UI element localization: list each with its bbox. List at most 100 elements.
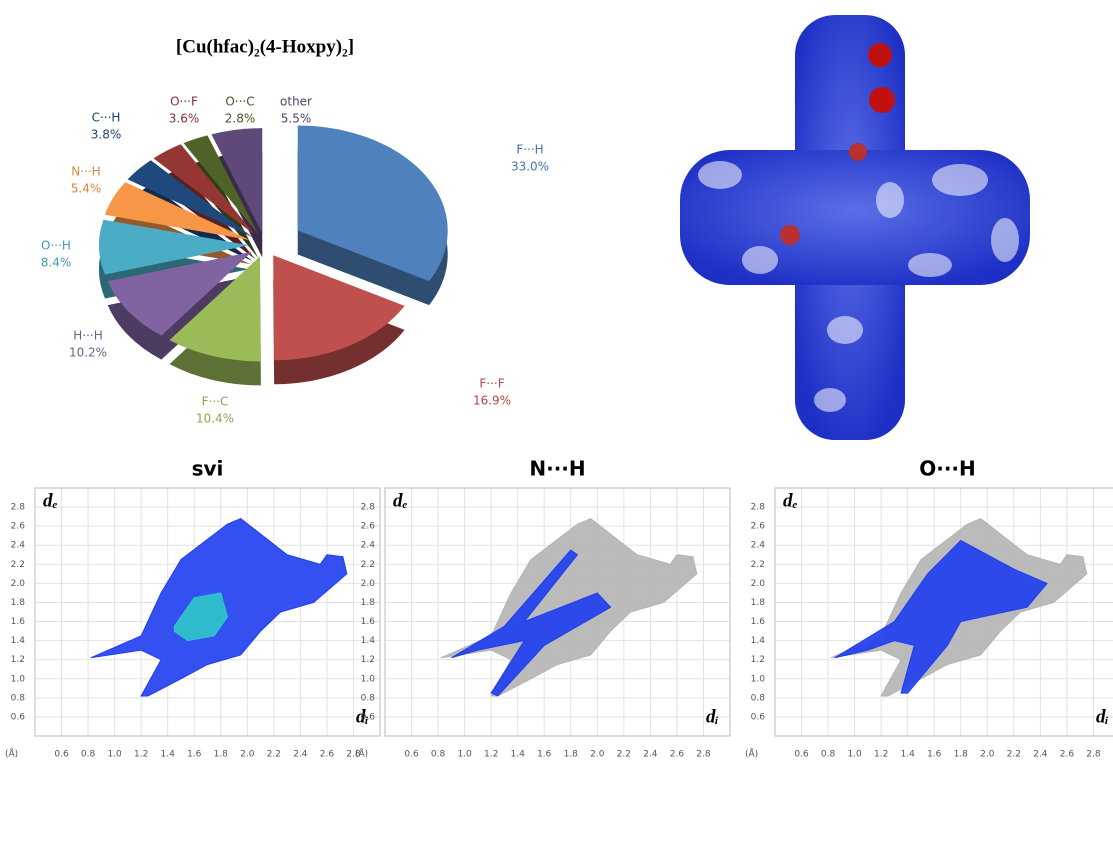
x-tick-label: 1.2 [874, 750, 888, 760]
x-tick-label: 1.6 [927, 750, 942, 760]
plot-frame [34, 487, 381, 737]
x-tick-label: 2.8 [1086, 750, 1101, 760]
y-tick-label: 0.8 [751, 693, 766, 703]
x-tick-label: 2.4 [293, 750, 308, 760]
y-tick-label: 2.8 [11, 503, 26, 513]
slice-value-label: 8.4% [41, 256, 72, 270]
pie-slice [104, 182, 251, 241]
x-tick-label: 2.0 [590, 750, 605, 760]
y-tick-label: 0.8 [361, 693, 376, 703]
y-tick-label: 1.6 [11, 617, 26, 627]
x-tick-label: 1.0 [457, 750, 472, 760]
x-tick-label: 2.0 [240, 750, 255, 760]
x-tick-label: 2.4 [643, 750, 658, 760]
y-tick-label: 1.2 [751, 655, 765, 665]
panel-title: N···H [529, 457, 585, 481]
y-axis-label: dₑ [393, 490, 408, 511]
y-tick-label: 1.0 [361, 674, 376, 684]
slice-label: F···H [516, 143, 543, 157]
slice-label: C···H [92, 111, 121, 125]
x-tick-label: 1.8 [954, 750, 969, 760]
y-tick-label: 2.2 [751, 560, 765, 570]
y-tick-label: 2.8 [361, 503, 376, 513]
y-tick-label: 2.4 [751, 541, 766, 551]
x-tick-label: 0.6 [54, 750, 69, 760]
y-tick-label: 2.0 [361, 579, 376, 589]
x-tick-label: 0.6 [404, 750, 419, 760]
x-tick-label: 1.6 [187, 750, 202, 760]
slice-label: O···F [170, 95, 198, 109]
y-tick-label: 1.4 [11, 636, 26, 646]
slice-label: F···C [202, 395, 229, 409]
y-tick-label: 0.6 [11, 712, 26, 722]
y-tick-label: 0.8 [11, 693, 26, 703]
y-tick-label: 1.0 [11, 674, 26, 684]
slice-label: N···H [71, 165, 100, 179]
hirshfeld-surface [680, 15, 1030, 440]
x-tick-label: 1.0 [847, 750, 862, 760]
y-tick-label: 2.6 [361, 522, 376, 532]
y-tick-label: 0.6 [751, 712, 766, 722]
pie-slice [297, 125, 448, 282]
y-tick-label: 1.8 [751, 598, 766, 608]
axis-unit: (Å) [355, 748, 368, 760]
slice-label: O···H [41, 239, 71, 253]
pie-slice [211, 128, 263, 234]
x-tick-label: 2.6 [320, 750, 335, 760]
x-tick-label: 2.4 [1033, 750, 1048, 760]
y-tick-label: 2.2 [361, 560, 375, 570]
x-axis-label: dᵢ [706, 706, 719, 727]
x-axis-label: dᵢ [356, 706, 369, 727]
axis-unit: (Å) [5, 748, 18, 760]
slice-value-label: 3.6% [169, 112, 200, 126]
slice-label: F···F [479, 377, 504, 391]
y-tick-label: 1.2 [361, 655, 375, 665]
x-tick-label: 1.4 [161, 750, 176, 760]
x-tick-label: 2.6 [670, 750, 685, 760]
pie-slice [169, 256, 261, 362]
slice-value-label: 10.4% [196, 412, 234, 426]
x-tick-label: 1.6 [537, 750, 552, 760]
y-tick-label: 1.4 [361, 636, 376, 646]
fingerprint-region [451, 549, 612, 697]
y-tick-label: 2.6 [751, 522, 766, 532]
y-tick-label: 1.0 [751, 674, 766, 684]
y-tick-label: 1.6 [751, 617, 766, 627]
slice-label: other [280, 95, 312, 109]
pie-slice [273, 255, 405, 361]
x-tick-label: 2.8 [696, 750, 711, 760]
x-tick-label: 0.8 [81, 750, 96, 760]
x-tick-label: 2.2 [617, 750, 631, 760]
plot-frame [384, 487, 731, 737]
x-tick-label: 2.6 [1060, 750, 1075, 760]
panel-title: O···H [919, 457, 976, 481]
y-tick-label: 1.8 [361, 598, 376, 608]
x-tick-label: 1.2 [484, 750, 498, 760]
x-tick-label: 0.6 [794, 750, 809, 760]
slice-value-label: 16.9% [473, 394, 511, 408]
y-tick-label: 1.4 [751, 636, 766, 646]
pie-slice [153, 144, 256, 236]
slice-label: O···C [225, 95, 254, 109]
x-tick-label: 2.8 [346, 750, 361, 760]
pie-slice [183, 135, 259, 235]
x-tick-label: 1.4 [901, 750, 916, 760]
x-tick-label: 2.2 [1007, 750, 1021, 760]
x-tick-label: 2.2 [267, 750, 281, 760]
x-tick-label: 0.8 [431, 750, 446, 760]
y-tick-label: 2.0 [751, 579, 766, 589]
slice-value-label: 2.8% [225, 112, 256, 126]
y-axis-label: dₑ [43, 490, 58, 511]
x-tick-label: 1.8 [564, 750, 579, 760]
fingerprint-region [834, 539, 1048, 694]
pie-slice [107, 251, 252, 336]
x-tick-label: 1.4 [511, 750, 526, 760]
slice-value-label: 33.0% [511, 160, 549, 174]
x-tick-label: 1.2 [134, 750, 148, 760]
y-tick-label: 1.8 [11, 598, 26, 608]
panel-title: svi [192, 457, 224, 481]
plot-frame [774, 487, 1113, 737]
slice-value-label: 10.2% [69, 346, 107, 360]
pie-slice [99, 219, 250, 275]
